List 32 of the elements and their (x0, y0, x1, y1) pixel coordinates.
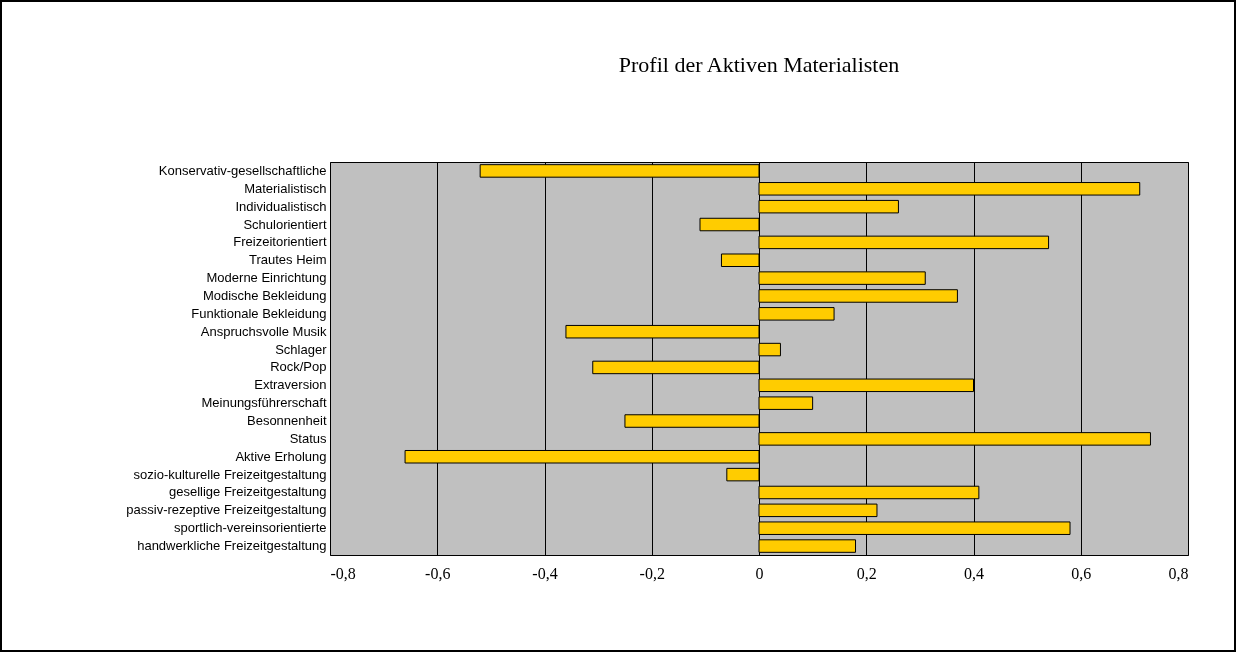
x-tick-label: -0,8 (330, 564, 356, 582)
y-tick-label: sportlich-vereinsorientierte (174, 520, 327, 536)
y-tick-label: Meinungsführerschaft (201, 395, 327, 411)
y-tick-label: Aktive Erholung (235, 448, 327, 464)
y-tick-label: Extraversion (254, 377, 327, 393)
y-tick-label: Schulorientiert (243, 216, 327, 232)
x-tick-label: 0,6 (1071, 564, 1092, 582)
y-tick-label: Individualistisch (235, 198, 327, 214)
x-tick-label: -0,4 (532, 564, 558, 582)
x-tick-label: 0 (755, 564, 764, 582)
y-tick-label: Anspruchsvolle Musik (200, 323, 327, 339)
chart-title: Profil der Aktiven Materialisten (618, 52, 900, 77)
y-tick-label: sozio-kulturelle Freizeitgestaltung (133, 466, 327, 482)
y-tick-label: handwerkliche Freizeitgestaltung (137, 538, 327, 554)
y-tick-label: Status (289, 430, 327, 446)
y-tick-label: Moderne Einrichtung (206, 270, 327, 286)
y-tick-label: Freizeitorientiert (233, 234, 327, 250)
x-tick-label: -0,2 (639, 564, 665, 582)
y-tick-label: passiv-rezeptive Freizeitgestaltung (126, 502, 327, 518)
y-tick-label: Konservativ-gesellschaftliche (158, 162, 327, 178)
x-tick-label: -0,6 (425, 564, 451, 582)
y-tick-label: gesellige Freizeitgestaltung (168, 484, 327, 500)
x-tick-label: 0,8 (1168, 564, 1189, 582)
x-tick-label: 0,2 (856, 564, 877, 582)
y-tick-label: Besonnenheit (246, 413, 327, 429)
y-tick-label: Modische Bekleidung (202, 287, 327, 303)
y-tick-label: Materialistisch (244, 180, 327, 196)
y-tick-label: Schlager (275, 341, 328, 357)
y-tick-label: Funktionale Bekleidung (191, 305, 327, 321)
x-tick-label: 0,4 (964, 564, 984, 582)
y-tick-label: Trautes Heim (248, 252, 327, 268)
y-tick-label: Rock/Pop (270, 359, 327, 375)
